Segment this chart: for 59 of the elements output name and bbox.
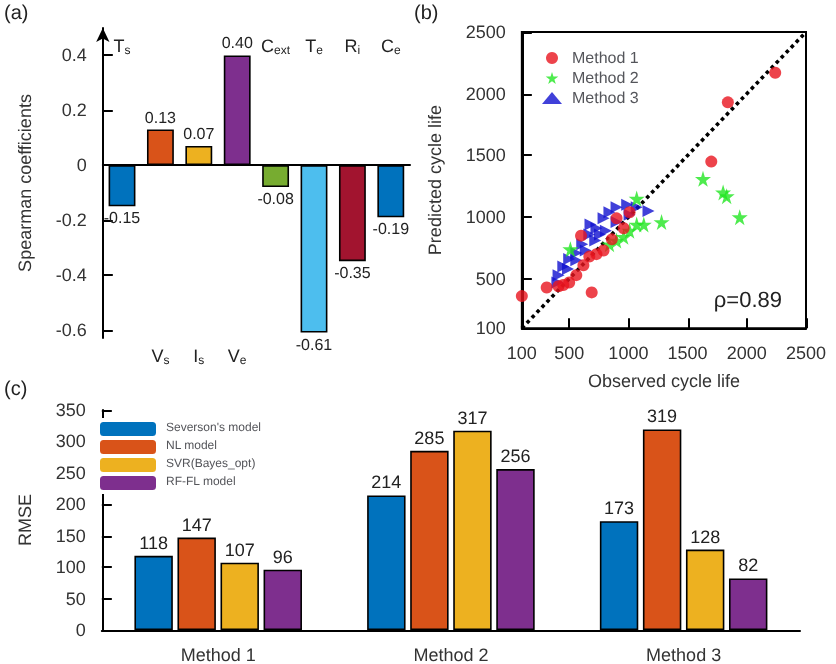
y-tick-label: 100 bbox=[55, 557, 86, 578]
x-tick-label: Method 3 bbox=[646, 645, 722, 664]
y-tick-label: 2000 bbox=[465, 83, 506, 104]
y-tick-label: 200 bbox=[55, 494, 86, 515]
x-tick-label: 1500 bbox=[667, 343, 708, 364]
data-label: 128 bbox=[690, 526, 721, 547]
data-label: 0.40 bbox=[221, 34, 254, 53]
data-label: 0.13 bbox=[144, 108, 178, 127]
y-tick-label: 250 bbox=[55, 462, 86, 483]
y-axis-title: Spearman coefficients bbox=[15, 93, 35, 272]
y-tick-label: 150 bbox=[55, 525, 86, 546]
data-label: 0.07 bbox=[183, 124, 216, 143]
x-tick-label: 500 bbox=[554, 343, 585, 364]
data-label: 118 bbox=[139, 532, 168, 553]
data-label: 285 bbox=[414, 427, 445, 448]
data-label: 82 bbox=[738, 555, 759, 576]
data-label: 317 bbox=[457, 407, 488, 428]
y-tick-label: 500 bbox=[475, 268, 506, 289]
y-tick-label: 1500 bbox=[465, 145, 506, 166]
legend-label: Method 2 bbox=[572, 69, 640, 87]
text: (b) bbox=[414, 3, 439, 25]
data-label: 256 bbox=[500, 446, 531, 467]
y-tick-label: -0.6 bbox=[55, 319, 87, 340]
y-tick-label: 50 bbox=[65, 588, 86, 609]
y-tick-label: 2500 bbox=[465, 22, 506, 42]
y-tick-label: 1000 bbox=[465, 207, 506, 228]
legend-label: Method 3 bbox=[572, 89, 640, 107]
data-label: 107 bbox=[224, 539, 255, 560]
y-tick-label: 350 bbox=[55, 400, 86, 420]
y-tick-label: 300 bbox=[55, 431, 86, 452]
data-label: 319 bbox=[647, 406, 678, 427]
data-label: 214 bbox=[371, 472, 402, 493]
y-tick-label: 0.2 bbox=[61, 100, 87, 121]
y-axis-title: RMSE bbox=[15, 493, 35, 547]
y-tick-label: 0 bbox=[75, 620, 86, 640]
data-label: -0.35 bbox=[334, 264, 372, 283]
x-tick-label: 100 bbox=[506, 343, 537, 364]
x-tick-label: 2000 bbox=[726, 343, 767, 364]
x-axis-title: Observed cycle life bbox=[587, 371, 740, 391]
x-tick-label: Method 2 bbox=[413, 645, 489, 664]
x-tick-label: 1000 bbox=[608, 343, 649, 364]
annotation: ρ=0.89 bbox=[713, 289, 783, 313]
data-label: 173 bbox=[604, 498, 635, 519]
y-tick-label: -0.2 bbox=[55, 210, 87, 231]
data-label: 96 bbox=[272, 546, 293, 567]
text: (c) bbox=[4, 379, 28, 401]
data-label: -0.15 bbox=[103, 209, 142, 228]
y-tick-label: -0.4 bbox=[55, 264, 87, 285]
y-axis-title: Predicted cycle life bbox=[425, 105, 445, 256]
text: (a) bbox=[4, 3, 29, 25]
data-label: -0.61 bbox=[295, 335, 334, 354]
x-tick-label: Method 1 bbox=[180, 645, 256, 664]
y-tick-label: 0 bbox=[76, 155, 87, 176]
y-tick-label: 0.4 bbox=[61, 45, 87, 66]
y-tick-label: 100 bbox=[475, 318, 506, 339]
data-label: 147 bbox=[181, 514, 212, 535]
data-label: -0.19 bbox=[372, 220, 411, 239]
data-label: -0.08 bbox=[257, 190, 295, 209]
x-tick-label: 2500 bbox=[785, 343, 827, 364]
